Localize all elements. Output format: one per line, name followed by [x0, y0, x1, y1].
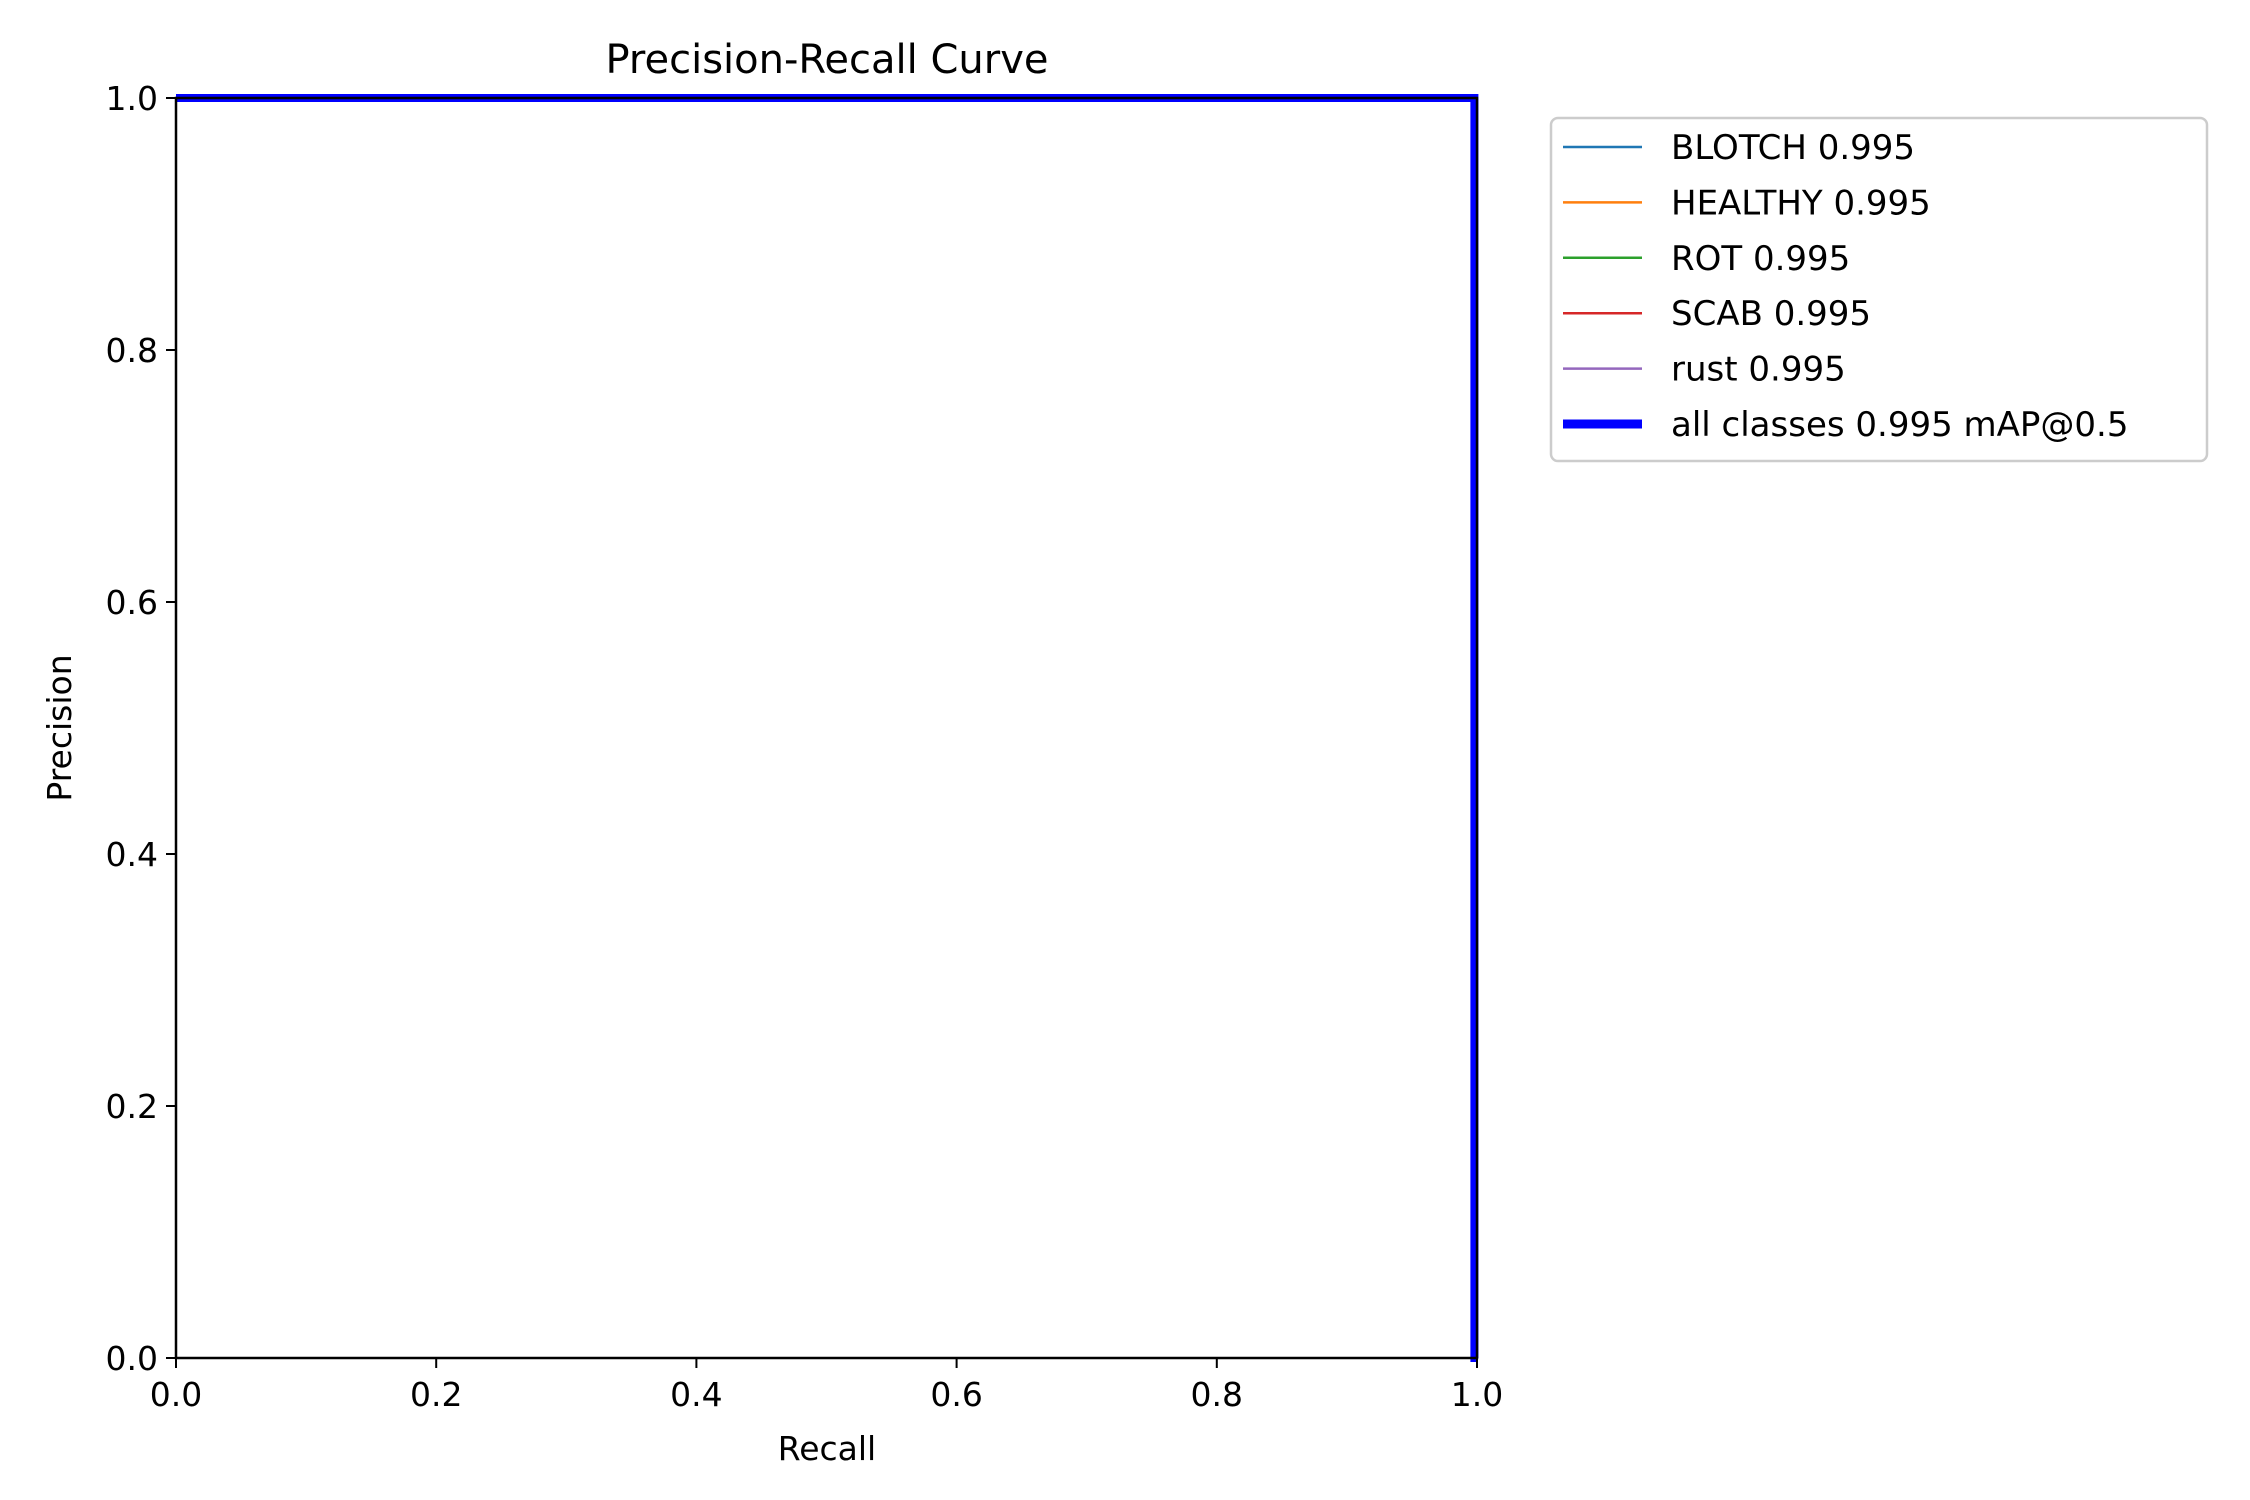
chart-title: Precision-Recall Curve: [606, 37, 1049, 83]
y-tick-label: 0.2: [106, 1087, 158, 1126]
y-axis-label: Precision: [40, 654, 79, 801]
plot-frame: [174, 96, 1479, 1360]
y-tick-label: 0.6: [106, 583, 158, 622]
legend-items: BLOTCH 0.995 HEALTHY 0.995 ROT 0.995 SCAB 0…: [1563, 128, 2128, 445]
y-tick-label: 0.4: [106, 835, 158, 874]
y-tick-label: 0.0: [106, 1339, 158, 1378]
y-tick-label: 0.8: [106, 331, 158, 370]
x-tick-label: 0.0: [150, 1375, 202, 1414]
y-axis-ticks: 0.0 0.2 0.4 0.6 0.8 1.0: [106, 79, 176, 1378]
x-axis-label: Recall: [778, 1429, 876, 1468]
plot-area: [174, 94, 1479, 1362]
legend: BLOTCH 0.995 HEALTHY 0.995 ROT 0.995 SCAB 0…: [1549, 116, 2209, 463]
y-tick-label: 1.0: [106, 79, 158, 118]
legend-label-4: rust 0.995: [1671, 350, 1846, 390]
legend-label-3: SCAB 0.995: [1671, 294, 1871, 334]
legend-label-2: ROT 0.995: [1671, 239, 1850, 279]
plot-background: [176, 98, 1477, 1358]
legend-frame: [1549, 116, 2209, 463]
legend-label-0: BLOTCH 0.995: [1671, 128, 1915, 168]
x-axis-ticks: 0.0 0.2 0.4 0.6 0.8 1.0: [150, 1358, 1503, 1414]
x-tick-label: 0.4: [670, 1375, 722, 1414]
x-tick-label: 0.8: [1191, 1375, 1243, 1414]
x-tick-label: 0.2: [410, 1375, 462, 1414]
legend-label-5: all classes 0.995 mAP@0.5: [1671, 405, 2128, 445]
x-tick-label: 1.0: [1451, 1375, 1503, 1414]
x-tick-label: 0.6: [930, 1375, 982, 1414]
legend-label-1: HEALTHY 0.995: [1671, 183, 1931, 223]
